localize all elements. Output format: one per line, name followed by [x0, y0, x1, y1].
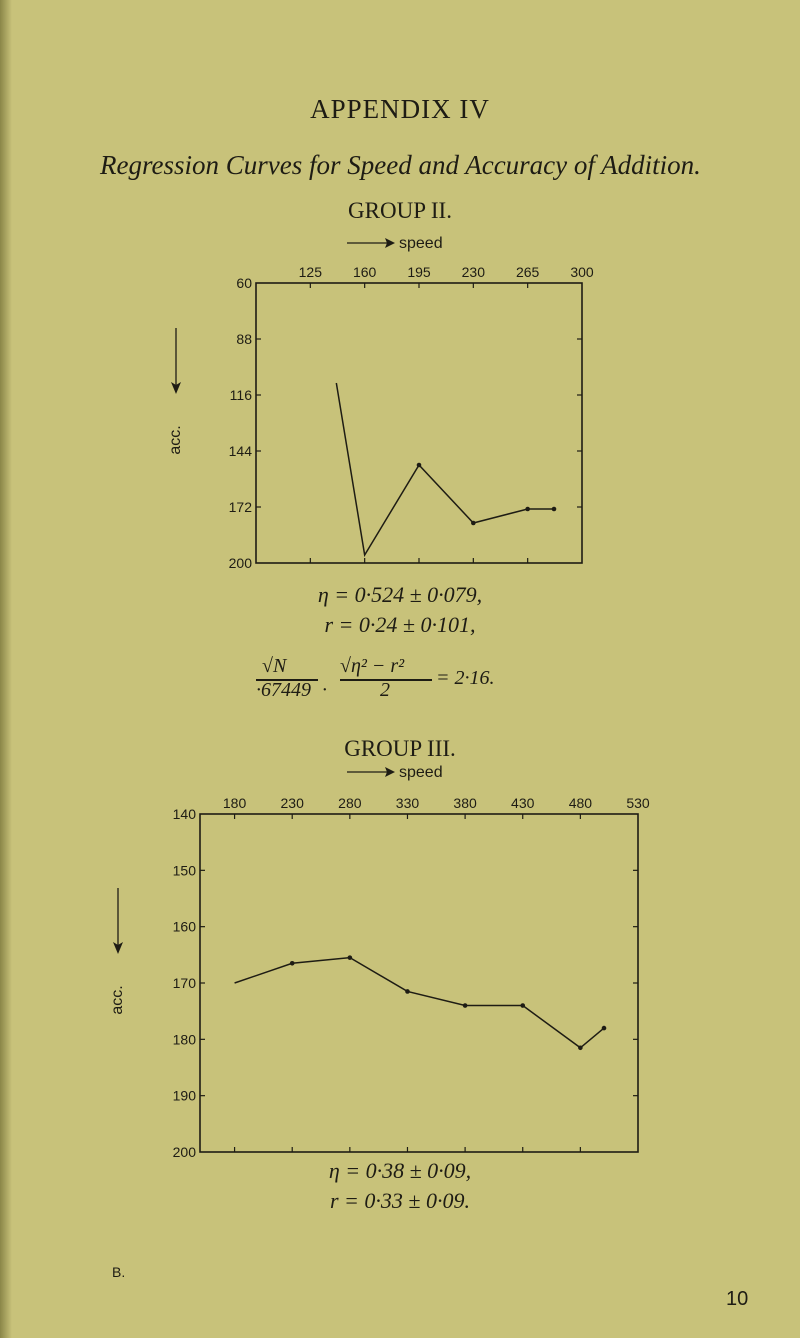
data-point [551, 506, 557, 512]
page-number: 10 [726, 1288, 749, 1310]
group-ii-stats: η = 0·524 ± 0·079, r = 0·24 ± 0·101, [0, 580, 800, 640]
corner-mark: B. [112, 1264, 126, 1280]
y-tick-label: 144 [229, 443, 253, 459]
formula-frac2-line [340, 679, 432, 681]
formula-frac1-numerator: √N [262, 655, 287, 677]
y-tick-label: 172 [229, 499, 253, 515]
formula-frac1-denominator: ·67449 [256, 679, 311, 701]
x-tick-label: 195 [407, 264, 431, 280]
formula-frac2-numerator: √η² − r² [340, 655, 405, 677]
data-point [416, 462, 422, 468]
x-tick-label: 125 [299, 264, 323, 280]
x-tick-label: 230 [462, 264, 486, 280]
series-line [335, 382, 554, 558]
acc-arrow-head [171, 382, 181, 394]
y-tick-label: 116 [230, 387, 253, 403]
x-tick-label: 160 [353, 264, 377, 280]
y-tick-label: 88 [236, 331, 252, 347]
page-heading: APPENDIX IV [310, 94, 490, 124]
group-iii-title: GROUP III. [344, 736, 456, 761]
y-tick-label: 200 [229, 555, 253, 571]
x-tick-label: 265 [516, 264, 540, 280]
group-iii-eta: η = 0·38 ± 0·09, [328, 1158, 472, 1183]
group-iii-stats: η = 0·38 ± 0·09, r = 0·33 ± 0·09. [0, 1156, 800, 1216]
formula-dot: · [322, 679, 327, 701]
x-axis-label: speed [399, 235, 443, 252]
group-ii-r: r = 0·24 ± 0·101, [324, 612, 476, 637]
data-point [525, 506, 530, 512]
speed-arrow-head [385, 238, 395, 248]
group-ii-title: GROUP II. [348, 198, 452, 223]
page-edge [0, 0, 12, 1338]
group-ii-eta: η = 0·524 ± 0·079, [317, 582, 483, 607]
data-point [471, 520, 476, 526]
formula-frac1-line [256, 679, 318, 681]
x-tick-label: 300 [570, 264, 594, 280]
y-axis-label: acc. [167, 425, 184, 454]
group-iii-r: r = 0·33 ± 0·09. [330, 1188, 470, 1213]
plot-frame [255, 282, 583, 564]
page-subtitle: Regression Curves for Speed and Accuracy… [100, 150, 701, 180]
formula-frac2-denominator: 2 [380, 679, 390, 701]
formula-result: = 2·16. [436, 667, 495, 689]
y-tick-label: 60 [236, 275, 252, 291]
